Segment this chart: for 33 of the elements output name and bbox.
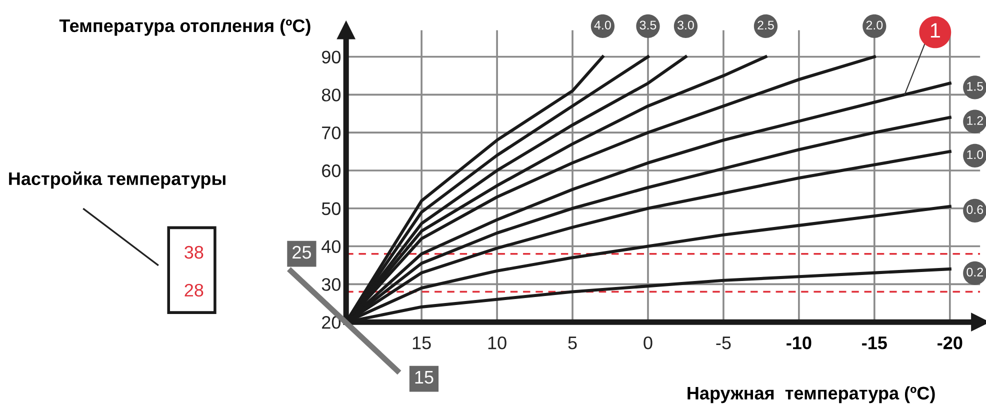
text: 38 <box>184 246 204 259</box>
x-tick-label: -10 <box>786 336 812 350</box>
x-tick-label: 5 <box>568 336 577 350</box>
x-tick-label: 0 <box>644 336 652 350</box>
series-label: 1.0 <box>967 150 984 160</box>
text: 25 <box>292 246 311 259</box>
annotation: 1 <box>930 23 940 38</box>
series-label: 1.5 <box>967 82 984 91</box>
series-label: 0.2 <box>966 268 983 277</box>
y-tick-label: 80 <box>322 88 341 102</box>
x-tick-label: -15 <box>862 336 887 350</box>
text: 3.5 <box>640 20 656 30</box>
x-tick-label: -20 <box>938 336 962 350</box>
y-tick-label: 60 <box>322 164 341 178</box>
text: 2.0 <box>866 20 883 30</box>
text: 4.0 <box>594 20 611 30</box>
x-axis-title: Наружная температура (ºC) <box>688 386 935 404</box>
series-label: 0.6 <box>966 205 984 214</box>
text: 2.5 <box>758 20 774 30</box>
text: Настройка температуры <box>9 172 226 189</box>
text: 15 <box>415 371 434 384</box>
text: 28 <box>184 284 204 297</box>
x-tick-label: 10 <box>488 336 506 350</box>
y-tick-label: 50 <box>322 202 341 216</box>
text: 3.0 <box>678 20 694 30</box>
x-tick-label: 15 <box>412 336 431 350</box>
y-tick-label: 40 <box>322 240 341 253</box>
y-axis-title: Температура отопления (ºC) <box>59 18 310 36</box>
x-tick-label: -5 <box>716 336 731 350</box>
y-tick-label: 90 <box>322 50 341 64</box>
y-tick-label: 70 <box>322 126 341 140</box>
y-tick-label: 30 <box>322 278 341 291</box>
series-label: 1.2 <box>967 116 983 125</box>
